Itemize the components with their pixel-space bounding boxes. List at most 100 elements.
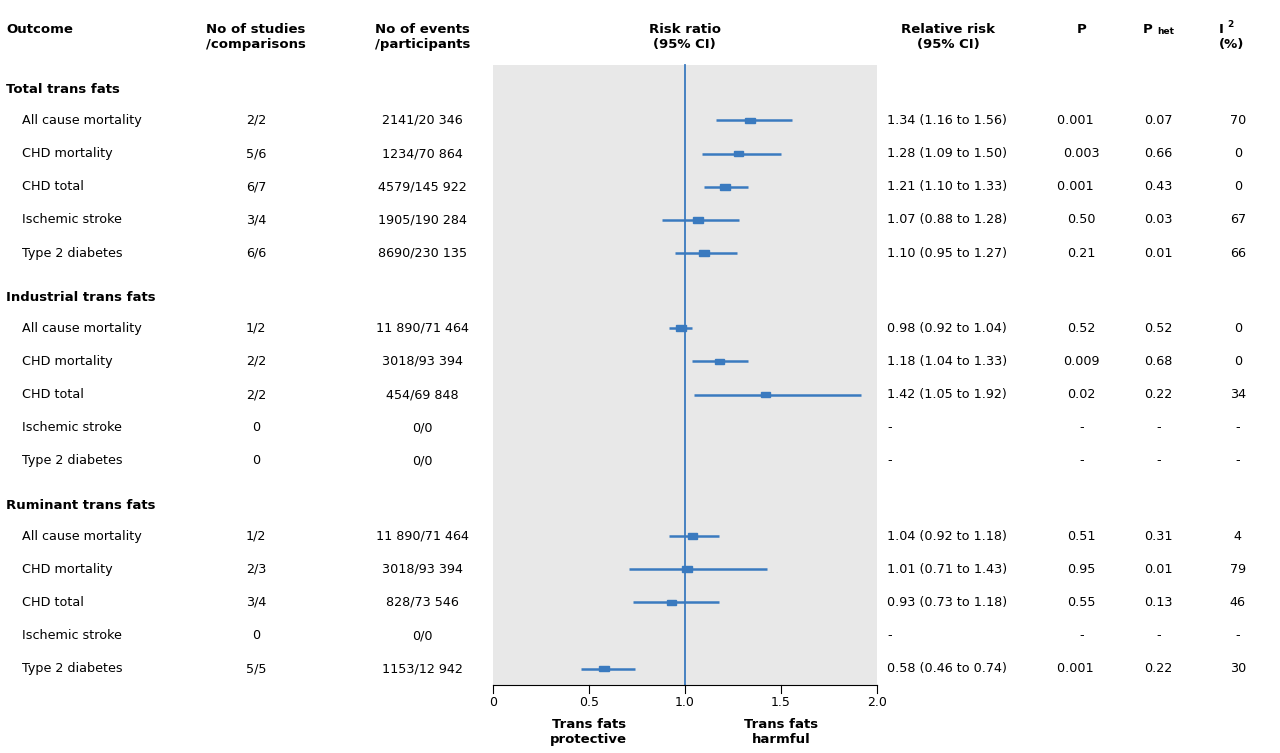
Text: 1.5: 1.5 <box>771 696 791 709</box>
Text: 1.10 (0.95 to 1.27): 1.10 (0.95 to 1.27) <box>887 246 1007 260</box>
Text: 0.50: 0.50 <box>1068 213 1096 227</box>
Text: 0.98 (0.92 to 1.04): 0.98 (0.92 to 1.04) <box>887 322 1007 335</box>
Text: 1.01 (0.71 to 1.43): 1.01 (0.71 to 1.43) <box>887 562 1007 576</box>
Text: 1153/12 942: 1153/12 942 <box>381 662 463 675</box>
Text: 5/6: 5/6 <box>246 147 266 160</box>
Text: No of studies
/comparisons: No of studies /comparisons <box>206 23 306 50</box>
Text: 1/2: 1/2 <box>246 529 266 543</box>
Text: CHD total: CHD total <box>22 388 83 401</box>
Text: 0.52: 0.52 <box>1144 322 1172 335</box>
Text: 0.003: 0.003 <box>1064 147 1100 160</box>
Bar <box>687 533 698 539</box>
Text: 0.001: 0.001 <box>1057 114 1093 127</box>
Text: 0.07: 0.07 <box>1144 114 1172 127</box>
Text: 6/7: 6/7 <box>246 180 266 194</box>
Text: 0.95: 0.95 <box>1068 562 1096 576</box>
Text: 0.001: 0.001 <box>1057 662 1093 675</box>
Text: 1.21 (1.10 to 1.33): 1.21 (1.10 to 1.33) <box>887 180 1007 194</box>
Text: 8690/230 135: 8690/230 135 <box>378 246 467 260</box>
Text: 1.34 (1.16 to 1.56): 1.34 (1.16 to 1.56) <box>887 114 1007 127</box>
Text: 1.28 (1.09 to 1.50): 1.28 (1.09 to 1.50) <box>887 147 1007 160</box>
Text: All cause mortality: All cause mortality <box>22 322 142 335</box>
Text: 2/2: 2/2 <box>246 355 266 368</box>
Bar <box>714 358 724 364</box>
Text: 1234/70 864: 1234/70 864 <box>381 147 463 160</box>
Text: 67: 67 <box>1230 213 1245 227</box>
Text: 70: 70 <box>1230 114 1245 127</box>
Text: 0.02: 0.02 <box>1068 388 1096 401</box>
Text: 1.42 (1.05 to 1.92): 1.42 (1.05 to 1.92) <box>887 388 1007 401</box>
Text: Type 2 diabetes: Type 2 diabetes <box>22 246 123 260</box>
Text: -: - <box>887 421 892 434</box>
Text: 0.22: 0.22 <box>1144 662 1172 675</box>
Text: 0.03: 0.03 <box>1144 213 1172 227</box>
Text: -: - <box>887 629 892 642</box>
Text: CHD mortality: CHD mortality <box>22 147 113 160</box>
Bar <box>733 151 744 157</box>
Text: -: - <box>1235 421 1240 434</box>
Text: 3/4: 3/4 <box>246 596 266 609</box>
Text: Type 2 diabetes: Type 2 diabetes <box>22 662 123 675</box>
Text: 1905/190 284: 1905/190 284 <box>378 213 467 227</box>
Text: 11 890/71 464: 11 890/71 464 <box>376 322 468 335</box>
Text: CHD mortality: CHD mortality <box>22 355 113 368</box>
Bar <box>599 666 609 672</box>
Text: 0.22: 0.22 <box>1144 388 1172 401</box>
Text: 2/2: 2/2 <box>246 388 266 401</box>
Text: No of events
/participants: No of events /participants <box>375 23 470 50</box>
Text: 0: 0 <box>252 421 260 434</box>
Text: 1/2: 1/2 <box>246 322 266 335</box>
Text: 0.68: 0.68 <box>1144 355 1172 368</box>
Text: All cause mortality: All cause mortality <box>22 529 142 543</box>
Text: Total trans fats: Total trans fats <box>6 83 120 96</box>
Text: -: - <box>1235 454 1240 468</box>
Text: Ruminant trans fats: Ruminant trans fats <box>6 498 156 512</box>
Text: Ischemic stroke: Ischemic stroke <box>22 629 122 642</box>
Text: 0: 0 <box>1234 180 1242 194</box>
Text: 0: 0 <box>252 454 260 468</box>
Text: P: P <box>1143 23 1153 35</box>
Text: -: - <box>1235 629 1240 642</box>
Text: 0: 0 <box>252 629 260 642</box>
Bar <box>493 65 877 685</box>
Text: Ischemic stroke: Ischemic stroke <box>22 421 122 434</box>
Text: 0/0: 0/0 <box>412 454 433 468</box>
Text: 0.55: 0.55 <box>1068 596 1096 609</box>
Text: 0.01: 0.01 <box>1144 562 1172 576</box>
Text: All cause mortality: All cause mortality <box>22 114 142 127</box>
Bar <box>667 599 676 605</box>
Text: CHD total: CHD total <box>22 596 83 609</box>
Text: 2141/20 346: 2141/20 346 <box>381 114 463 127</box>
Text: 0.66: 0.66 <box>1144 147 1172 160</box>
Text: 454/69 848: 454/69 848 <box>387 388 458 401</box>
Bar <box>699 250 709 256</box>
Text: 6/6: 6/6 <box>246 246 266 260</box>
Text: 34: 34 <box>1230 388 1245 401</box>
Text: Ischemic stroke: Ischemic stroke <box>22 213 122 227</box>
Text: CHD mortality: CHD mortality <box>22 562 113 576</box>
Text: 0/0: 0/0 <box>412 629 433 642</box>
Bar <box>745 117 755 123</box>
Text: -: - <box>1156 454 1161 468</box>
Text: 0.01: 0.01 <box>1144 246 1172 260</box>
Text: Outcome: Outcome <box>6 23 73 35</box>
Text: -: - <box>1079 629 1084 642</box>
Bar <box>682 566 691 572</box>
Text: 3/4: 3/4 <box>246 213 266 227</box>
Text: 0: 0 <box>1234 147 1242 160</box>
Text: 0.009: 0.009 <box>1064 355 1100 368</box>
Text: 0: 0 <box>1234 355 1242 368</box>
Text: Risk ratio
(95% CI): Risk ratio (95% CI) <box>649 23 721 50</box>
Text: 3018/93 394: 3018/93 394 <box>381 355 463 368</box>
Bar <box>676 325 686 331</box>
Text: P: P <box>1076 23 1087 35</box>
Text: 3018/93 394: 3018/93 394 <box>381 562 463 576</box>
Text: -: - <box>1079 421 1084 434</box>
Text: 828/73 546: 828/73 546 <box>387 596 458 609</box>
Text: 1.04 (0.92 to 1.18): 1.04 (0.92 to 1.18) <box>887 529 1007 543</box>
Text: 0.13: 0.13 <box>1144 596 1172 609</box>
Text: -: - <box>1156 421 1161 434</box>
Text: Trans fats
harmful: Trans fats harmful <box>744 718 818 746</box>
Bar <box>760 392 771 398</box>
Text: 0.58 (0.46 to 0.74): 0.58 (0.46 to 0.74) <box>887 662 1007 675</box>
